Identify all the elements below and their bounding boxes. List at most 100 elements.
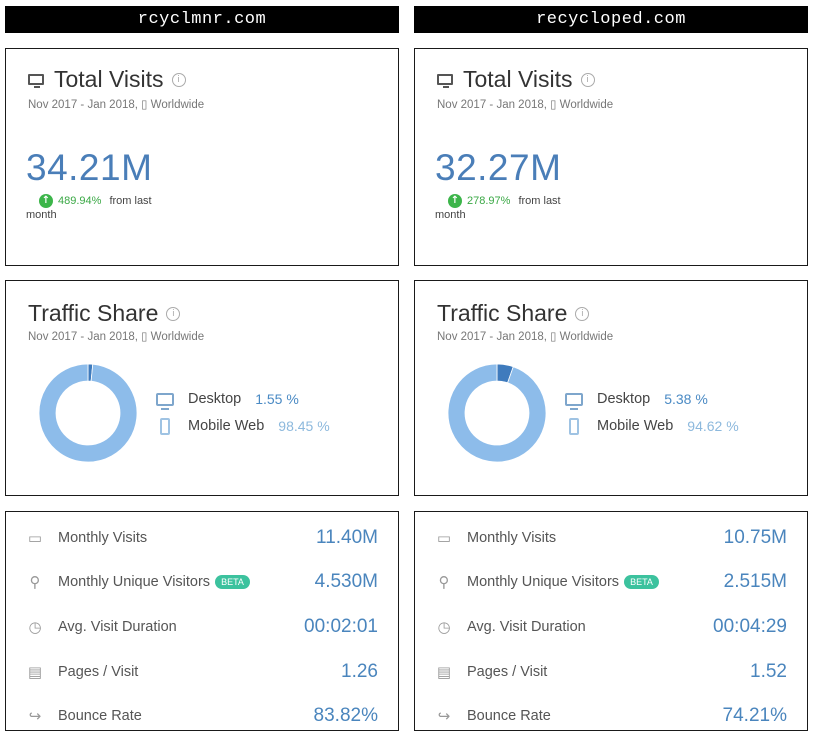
stat-value: 74.21% xyxy=(722,705,787,726)
pages-icon: ▤ xyxy=(27,663,43,681)
stat-value: 83.82% xyxy=(313,705,378,726)
beta-badge: BETA xyxy=(215,575,250,589)
change-percent: 278.97% xyxy=(467,195,511,207)
stat-value: 4.530M xyxy=(314,571,378,592)
domain-header: recycloped.com xyxy=(414,6,808,33)
info-icon[interactable]: i xyxy=(580,72,595,87)
legend-label: Desktop xyxy=(597,391,651,407)
change-percent: 489.94% xyxy=(58,195,102,207)
stat-row-monthly-visits: ▭ Monthly Visits 11.40M xyxy=(24,525,378,551)
visits-change: ↑ 278.97% from last xyxy=(448,194,561,208)
stat-label: Avg. Visit Duration xyxy=(58,619,177,635)
panel-title: Total Visits i xyxy=(437,66,595,93)
stat-value: 1.52 xyxy=(750,661,787,682)
total-visits-panel: Total Visits i Nov 2017 - Jan 2018, ▯ Wo… xyxy=(414,48,808,266)
engagement-stats-panel: ▭ Monthly Visits 10.75M ⚲ Monthly Unique… xyxy=(414,511,808,731)
stat-row-monthly-visits: ▭ Monthly Visits 10.75M xyxy=(433,525,787,551)
donut-slice-mobile[interactable] xyxy=(447,363,547,463)
title-text: Total Visits xyxy=(463,66,573,92)
legend-label: Mobile Web xyxy=(188,418,265,434)
stat-label: Monthly Unique Visitors xyxy=(467,574,620,590)
desktop-icon xyxy=(565,392,583,410)
legend-mobile: Mobile Web 94.62 % xyxy=(563,416,739,436)
bounce-arrow-icon: ↪ xyxy=(28,707,42,725)
stopwatch-icon: ◷ xyxy=(437,618,451,636)
title-text: Traffic Share xyxy=(28,300,159,326)
stat-row-bounce-rate: ↪ Bounce Rate 74.21% xyxy=(433,703,787,729)
stat-value: 11.40M xyxy=(316,527,378,548)
legend-value: 94.62 % xyxy=(687,418,739,434)
change-text-month: month xyxy=(435,209,466,221)
stopwatch-icon: ◷ xyxy=(28,618,42,636)
legend-desktop: Desktop 5.38 % xyxy=(563,389,708,410)
monitor-icon: ▭ xyxy=(436,529,452,547)
total-visits-value: 34.21M xyxy=(26,147,153,188)
panel-title: Total Visits i xyxy=(28,66,186,93)
engagement-stats-panel: ▭ Monthly Visits 11.40M ⚲ Monthly Unique… xyxy=(5,511,399,731)
monitor-icon: ▭ xyxy=(27,529,43,547)
stat-row-unique-visitors: ⚲ Monthly Unique Visitors BETA 4.530M xyxy=(24,569,379,595)
date-range: Nov 2017 - Jan 2018, ▯ Worldwide xyxy=(437,331,614,343)
change-text: from last xyxy=(109,195,152,207)
panel-title: Traffic Share i xyxy=(437,300,590,327)
legend-label: Desktop xyxy=(188,391,242,407)
info-icon[interactable]: i xyxy=(575,306,590,321)
domain-header: rcyclmnr.com xyxy=(5,6,399,33)
panel-title: Traffic Share i xyxy=(28,300,181,327)
stat-row-visit-duration: ◷ Avg. Visit Duration 00:02:01 xyxy=(24,614,378,640)
change-text: from last xyxy=(518,195,561,207)
stat-label: Avg. Visit Duration xyxy=(467,619,586,635)
stat-label: Pages / Visit xyxy=(58,664,139,680)
traffic-share-panel: Traffic Share i Nov 2017 - Jan 2018, ▯ W… xyxy=(5,280,399,496)
stat-value: 00:04:29 xyxy=(713,616,787,637)
desktop-icon xyxy=(156,392,174,410)
total-visits-value: 32.27M xyxy=(435,147,562,188)
stat-row-pages-per-visit: ▤ Pages / Visit 1.52 xyxy=(433,659,787,685)
legend-value: 1.55 % xyxy=(255,391,299,407)
traffic-donut-chart xyxy=(447,363,547,463)
beta-badge: BETA xyxy=(624,575,659,589)
stat-label: Monthly Unique Visitors xyxy=(58,574,211,590)
stat-row-bounce-rate: ↪ Bounce Rate 83.82% xyxy=(24,703,378,729)
legend-mobile: Mobile Web 98.45 % xyxy=(154,416,330,436)
title-text: Total Visits xyxy=(54,66,164,92)
user-icon: ⚲ xyxy=(29,573,41,591)
stat-row-unique-visitors: ⚲ Monthly Unique Visitors BETA 2.515M xyxy=(433,569,788,595)
legend-desktop: Desktop 1.55 % xyxy=(154,389,299,410)
stat-value: 2.515M xyxy=(723,571,787,592)
stat-row-visit-duration: ◷ Avg. Visit Duration 00:04:29 xyxy=(433,614,787,640)
traffic-share-panel: Traffic Share i Nov 2017 - Jan 2018, ▯ W… xyxy=(414,280,808,496)
arrow-up-icon: ↑ xyxy=(448,194,462,208)
info-icon[interactable]: i xyxy=(171,72,186,87)
monitor-icon xyxy=(437,74,453,88)
stat-value: 00:02:01 xyxy=(304,616,378,637)
stat-label: Pages / Visit xyxy=(467,664,548,680)
pages-icon: ▤ xyxy=(436,663,452,681)
legend-value: 98.45 % xyxy=(278,418,330,434)
legend-value: 5.38 % xyxy=(664,391,708,407)
change-text-month: month xyxy=(26,209,57,221)
date-range: Nov 2017 - Jan 2018, ▯ Worldwide xyxy=(28,331,205,343)
stat-value: 1.26 xyxy=(341,661,378,682)
mobile-icon xyxy=(569,417,579,435)
user-icon: ⚲ xyxy=(438,573,450,591)
stat-label: Monthly Visits xyxy=(467,530,557,546)
bounce-arrow-icon: ↪ xyxy=(437,707,451,725)
monitor-icon xyxy=(28,74,44,88)
title-text: Traffic Share xyxy=(437,300,568,326)
mobile-icon xyxy=(160,417,170,435)
traffic-donut-chart xyxy=(38,363,138,463)
arrow-up-icon: ↑ xyxy=(39,194,53,208)
visits-change: ↑ 489.94% from last xyxy=(39,194,152,208)
stat-label: Bounce Rate xyxy=(58,708,142,724)
date-range: Nov 2017 - Jan 2018, ▯ Worldwide xyxy=(437,99,614,111)
donut-slice-mobile[interactable] xyxy=(38,363,138,463)
date-range: Nov 2017 - Jan 2018, ▯ Worldwide xyxy=(28,99,205,111)
info-icon[interactable]: i xyxy=(166,306,181,321)
stat-value: 10.75M xyxy=(723,527,787,548)
stat-row-pages-per-visit: ▤ Pages / Visit 1.26 xyxy=(24,659,378,685)
legend-label: Mobile Web xyxy=(597,418,674,434)
stat-label: Bounce Rate xyxy=(467,708,551,724)
stat-label: Monthly Visits xyxy=(58,530,148,546)
total-visits-panel: Total Visits i Nov 2017 - Jan 2018, ▯ Wo… xyxy=(5,48,399,266)
